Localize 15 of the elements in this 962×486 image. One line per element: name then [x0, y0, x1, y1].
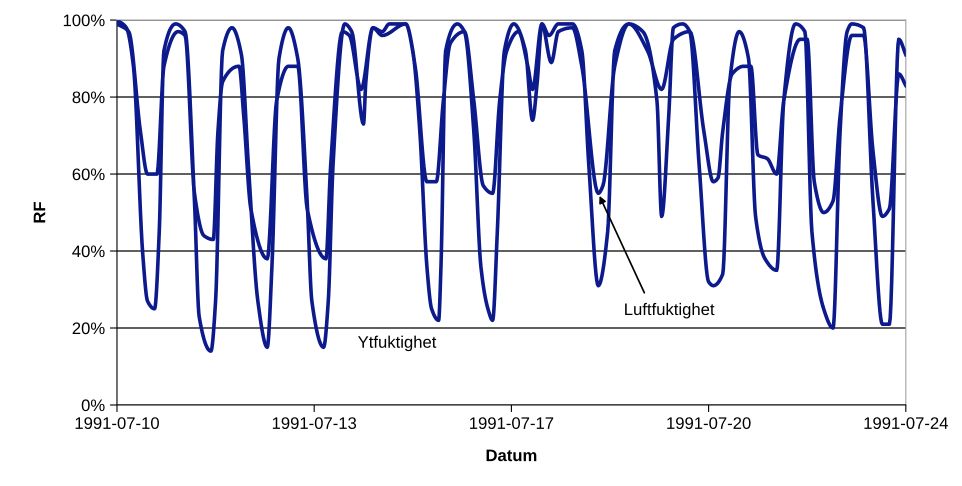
annotation: Luftfuktighet — [625, 302, 714, 318]
annotation: Ytfuktighet — [358, 336, 436, 352]
x-axis-title: Datum — [486, 450, 536, 462]
y-tick-label: 100% — [64, 14, 105, 26]
x-tick-label: 1991-07-13 — [272, 417, 356, 430]
x-tick-label: 1991-07-17 — [470, 417, 554, 430]
y-tick-label: 0% — [82, 399, 105, 412]
x-tick-label: 1991-07-24 — [864, 417, 948, 430]
x-tick-label: 1991-07-20 — [667, 417, 751, 430]
y-tick-label: 20% — [72, 322, 105, 334]
y-tick-label: 40% — [72, 245, 105, 258]
x-tick-label: 1991-07-10 — [76, 417, 159, 430]
y-tick-label: 80% — [72, 91, 105, 104]
y-tick-label: 60% — [72, 168, 105, 180]
y-axis-title: RF — [34, 202, 46, 223]
